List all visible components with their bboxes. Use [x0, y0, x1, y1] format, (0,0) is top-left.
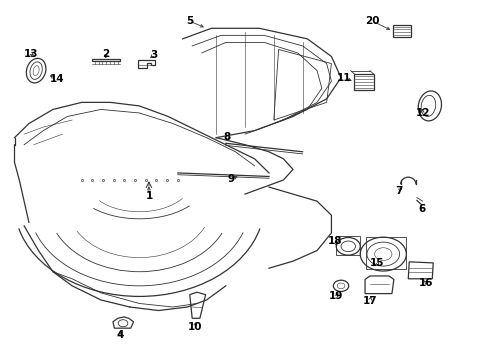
Text: 17: 17 — [363, 296, 377, 306]
Text: 8: 8 — [223, 132, 230, 142]
Text: 14: 14 — [49, 74, 64, 84]
Text: 3: 3 — [150, 50, 157, 60]
Text: 13: 13 — [24, 49, 39, 59]
Text: 15: 15 — [370, 258, 385, 268]
Text: 19: 19 — [329, 292, 343, 301]
Text: 11: 11 — [337, 73, 351, 83]
Text: 16: 16 — [419, 278, 434, 288]
Text: 18: 18 — [328, 237, 343, 246]
Text: 4: 4 — [117, 329, 124, 339]
Text: 1: 1 — [146, 191, 152, 201]
Text: 12: 12 — [416, 108, 430, 118]
Text: 7: 7 — [395, 186, 402, 195]
Text: 10: 10 — [187, 323, 202, 333]
Text: 9: 9 — [228, 174, 235, 184]
Text: 20: 20 — [366, 16, 380, 26]
Text: 6: 6 — [418, 204, 425, 214]
Text: 5: 5 — [186, 16, 194, 26]
Text: 2: 2 — [102, 49, 109, 59]
